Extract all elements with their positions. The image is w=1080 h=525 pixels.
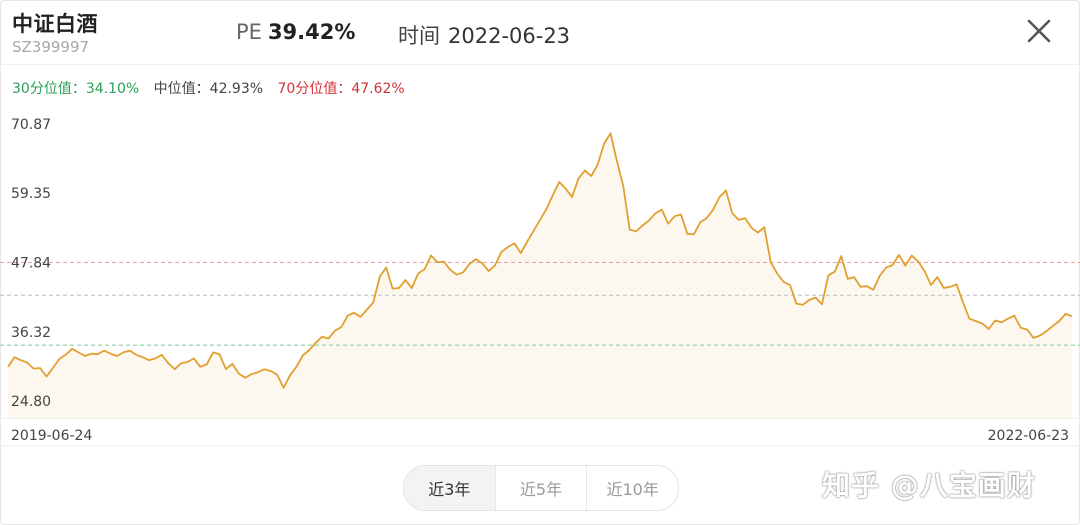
y-tick-label: 24.80 <box>11 394 51 410</box>
range-tabs: 近3年 近5年 近10年 <box>403 465 679 511</box>
pe-readout: PE 39.42% <box>236 20 355 44</box>
index-code: SZ399997 <box>12 38 90 56</box>
time-readout: 时间 2022-06-23 <box>398 20 570 50</box>
y-tick-label: 59.35 <box>11 186 51 202</box>
median-value: 42.93% <box>209 81 264 97</box>
percentile-stats: 30分位值：34.10% 中位值：42.93% 70分位值：47.62% <box>12 78 405 98</box>
pe-label: PE <box>236 20 262 44</box>
y-tick-label: 47.84 <box>11 255 51 271</box>
tab-10y[interactable]: 近10年 <box>586 466 678 510</box>
tab-5y[interactable]: 近5年 <box>494 466 587 510</box>
pe-series-line <box>7 132 1073 389</box>
y-tick-label: 36.32 <box>11 325 51 341</box>
close-button[interactable] <box>1024 16 1054 46</box>
median-label: 中位值： <box>153 81 210 97</box>
close-icon <box>1027 19 1051 43</box>
p30-value: 34.10% <box>85 81 140 97</box>
p70-label: 70分位值： <box>277 81 352 97</box>
pe-chart[interactable]: 70.87 59.35 47.84 36.32 24.80 2019-06-24 2022-… <box>0 100 1080 450</box>
x-end-label: 2022-06-23 <box>988 428 1069 444</box>
index-name: 中证白酒 <box>12 12 98 36</box>
x-start-label: 2019-06-24 <box>11 428 92 444</box>
time-label: 时间 <box>398 24 440 48</box>
pe-value: 39.42% <box>267 20 356 44</box>
y-tick-label: 70.87 <box>11 117 51 133</box>
time-value: 2022-06-23 <box>448 24 571 48</box>
p30-label: 30分位值： <box>12 81 86 97</box>
tab-3y[interactable]: 近3年 <box>404 466 495 510</box>
watermark: 知乎 @八宝画财 <box>822 469 1036 502</box>
chart-area-fill <box>8 133 1072 419</box>
p70-value: 47.62% <box>351 81 405 97</box>
header-divider <box>0 64 1080 65</box>
